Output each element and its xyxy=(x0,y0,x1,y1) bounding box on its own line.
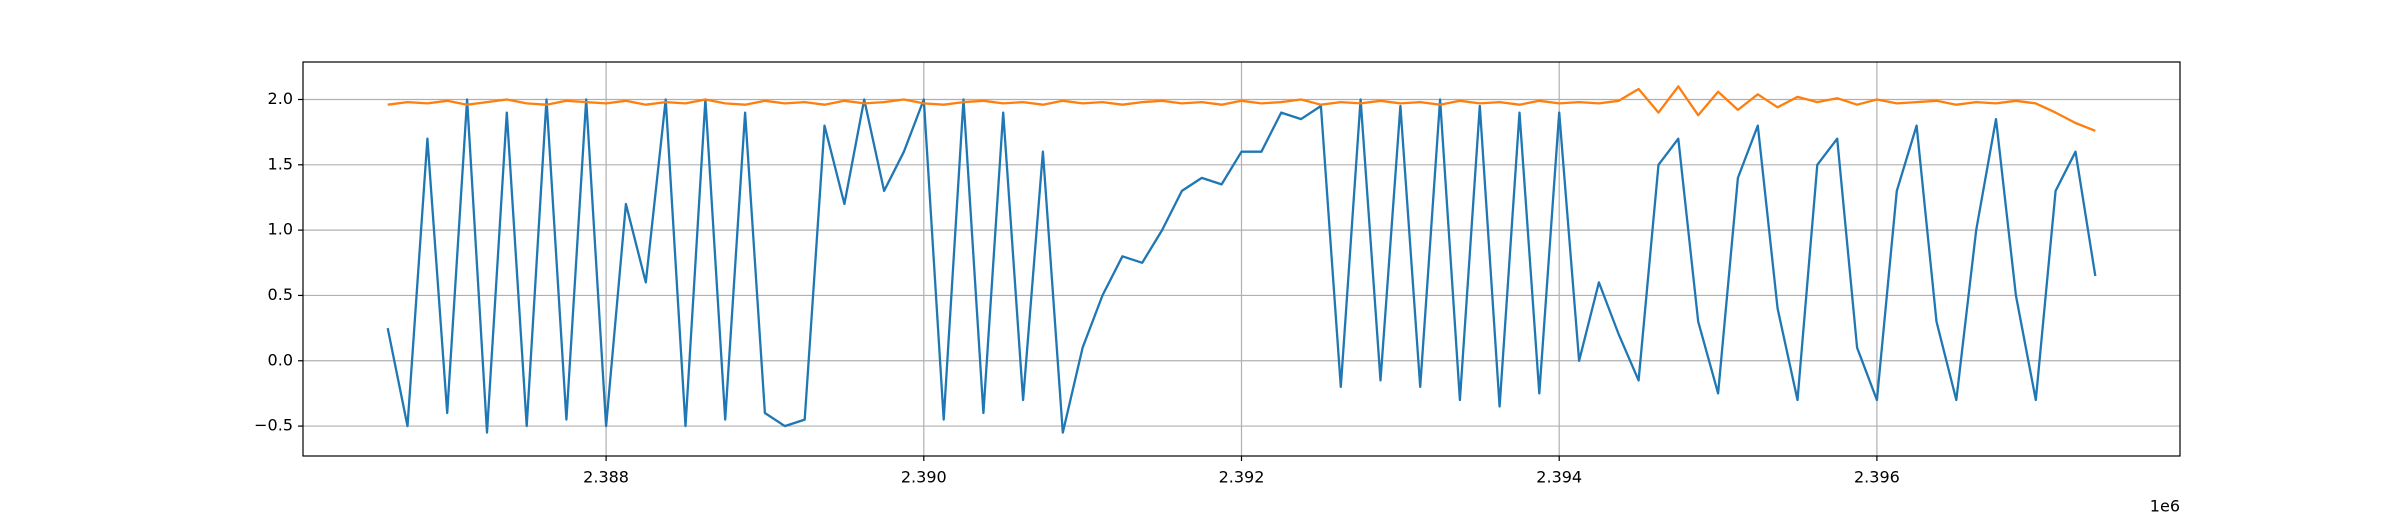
y-tick-label: 1.0 xyxy=(268,220,293,239)
x-offset-label: 1e6 xyxy=(2150,497,2180,516)
plot-frame xyxy=(302,61,2181,457)
x-tick-label: 2.394 xyxy=(1536,468,1582,487)
x-tick-label: 2.392 xyxy=(1219,468,1265,487)
x-tick-label: 2.396 xyxy=(1854,468,1900,487)
y-tick-label: 2.0 xyxy=(268,89,293,108)
x-tick-label: 2.388 xyxy=(583,468,629,487)
y-tick-label: 0.5 xyxy=(268,285,293,304)
data-line xyxy=(386,98,2097,434)
x-tick-label: 2.390 xyxy=(901,468,947,487)
data-line xyxy=(387,85,2096,132)
y-tick-label: −0.5 xyxy=(254,416,293,435)
y-tick-label: 0.0 xyxy=(268,350,293,369)
y-tick-label: 1.5 xyxy=(268,154,293,173)
